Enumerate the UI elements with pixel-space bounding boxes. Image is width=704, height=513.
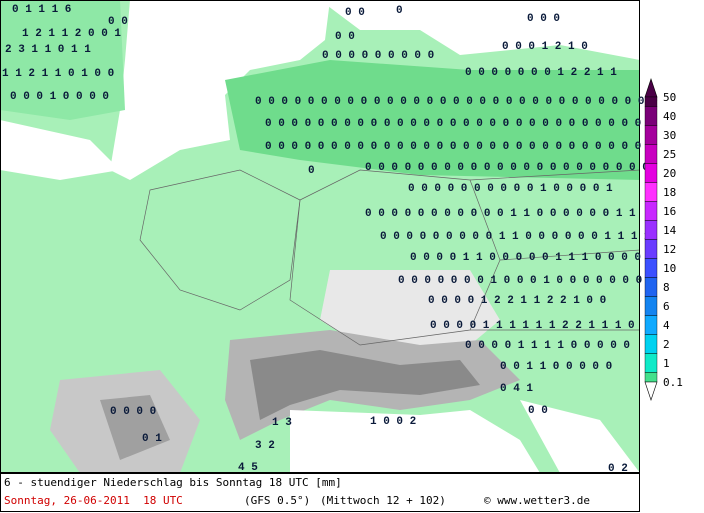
precip-label: 0 — [308, 165, 315, 177]
legend-label: 10 — [663, 262, 676, 275]
legend-swatch — [644, 372, 658, 383]
legend-arrow-bottom — [644, 381, 658, 401]
precip-label: 0 0 0 0 0 0 0 0 0 0 0 0 0 0 0 0 0 0 0 0 … — [255, 96, 658, 108]
precip-label: 1 1 2 1 1 0 1 0 0 — [2, 68, 114, 80]
legend-label: 8 — [663, 281, 670, 294]
precip-label: 0 0 — [335, 31, 355, 43]
legend-label: 4 — [663, 319, 670, 332]
legend-label: 25 — [663, 148, 676, 161]
precip-label: 0 0 0 0 0 0 0 0 0 0 0 0 0 0 0 0 0 0 0 0 … — [265, 141, 654, 153]
legend-label: 18 — [663, 186, 676, 199]
map-background — [0, 0, 641, 473]
precip-label: 0 2 — [608, 463, 628, 475]
precip-label: 0 0 0 — [527, 13, 560, 25]
precip-label: 0 0 — [345, 7, 365, 19]
precip-label: 0 0 0 0 0 0 0 0 0 0 1 0 0 0 0 1 — [408, 183, 613, 195]
precip-label: 0 1 — [142, 433, 162, 445]
legend-swatch — [644, 334, 658, 354]
legend-label: 14 — [663, 224, 677, 237]
legend-swatch — [644, 220, 658, 240]
precip-label: 0 0 1 1 0 0 0 0 0 — [500, 361, 612, 373]
footer: 6 - stuendiger Niederschlag bis Sonntag … — [0, 473, 640, 512]
precip-label: 0 0 0 1 2 1 0 — [502, 41, 588, 53]
precip-label: 1 0 0 2 — [370, 416, 416, 428]
precip-label: 0 0 0 1 0 0 0 0 — [10, 91, 109, 103]
precip-label: 0 4 1 — [500, 383, 533, 395]
precip-label: 0 0 0 0 0 0 0 1 2 2 1 1 — [465, 67, 617, 79]
precip-label: 0 0 0 0 1 1 1 1 0 0 0 0 0 — [465, 340, 630, 352]
precip-label: 0 — [396, 5, 403, 17]
precip-label: 0 0 0 0 0 0 0 0 0 0 0 1 1 0 0 0 0 0 0 1 … — [365, 208, 636, 220]
legend-swatch — [644, 353, 658, 373]
footer-title: 6 - stuendiger Niederschlag bis Sonntag … — [4, 476, 342, 489]
precip-label: 0 0 0 0 1 1 0 0 0 0 0 1 1 1 0 0 0 0 — [410, 252, 641, 264]
precip-label: 0 0 0 0 1 1 1 1 1 1 2 2 1 1 1 0 — [430, 320, 635, 332]
legend-label: 12 — [663, 243, 676, 256]
legend: 50 40 30 25 20 18 16 14 12 10 8 6 4 2 1 0.1 — [644, 78, 683, 401]
precip-label: 0 0 0 0 0 0 0 0 0 1 1 0 0 0 0 0 0 1 1 1 … — [380, 231, 651, 243]
precip-label: 4 5 — [238, 462, 258, 474]
legend-label: 30 — [663, 129, 676, 142]
legend-swatch — [644, 315, 658, 335]
precip-label: 0 0 — [528, 405, 548, 417]
precip-labels: 0 1 1 1 60 01 2 1 1 2 0 0 12 3 1 1 0 1 1… — [2, 4, 658, 475]
footer-run: (Mittwoch 12 + 102) — [320, 494, 446, 507]
precip-label: 0 0 — [108, 16, 128, 28]
footer-model: (GFS 0.5°) — [244, 494, 310, 507]
precip-label: 0 0 0 0 0 0 0 0 0 0 0 0 0 0 0 0 0 0 0 0 … — [365, 162, 649, 174]
precip-label: 0 0 0 0 0 0 0 0 0 0 0 0 0 0 0 0 0 0 0 0 … — [265, 118, 654, 130]
precip-label: 2 3 1 1 0 1 1 — [5, 44, 91, 56]
legend-swatch — [644, 144, 658, 164]
legend-label: 40 — [663, 110, 676, 123]
legend-label: 16 — [663, 205, 676, 218]
precip-label: 1 3 — [272, 417, 292, 429]
legend-label: 20 — [663, 167, 676, 180]
legend-label: 0.1 — [663, 376, 683, 389]
footer-date: Sonntag, 26-06-2011 18 UTC — [4, 494, 183, 507]
precip-label: 0 0 0 0 1 2 2 1 1 2 2 1 0 0 — [428, 295, 606, 307]
legend-swatch — [644, 182, 658, 202]
precip-label: 0 1 1 1 6 — [12, 4, 71, 16]
legend-swatch — [644, 125, 658, 145]
legend-swatch — [644, 163, 658, 183]
legend-label: 6 — [663, 300, 670, 313]
legend-swatch — [644, 201, 658, 221]
legend-swatch — [644, 277, 658, 297]
legend-label: 1 — [663, 357, 670, 370]
legend-swatch — [644, 258, 658, 278]
precip-label: 3 2 — [255, 440, 275, 452]
legend-label: 2 — [663, 338, 670, 351]
precip-label: 1 2 1 1 2 0 0 1 — [22, 28, 121, 40]
precip-label: 0 0 0 0 0 0 0 0 0 — [322, 50, 434, 62]
legend-swatch — [644, 106, 658, 126]
precip-label: 0 0 0 0 0 0 0 1 0 0 0 1 0 0 0 0 0 0 0 0 — [398, 275, 655, 287]
footer-source: © www.wetter3.de — [484, 494, 590, 507]
precip-label: 0 0 0 0 — [110, 406, 156, 418]
legend-swatch — [644, 239, 658, 259]
legend-swatch — [644, 296, 658, 316]
legend-arrow-top — [644, 78, 658, 98]
legend-swatch — [644, 96, 658, 107]
legend-label: 50 — [663, 91, 676, 104]
